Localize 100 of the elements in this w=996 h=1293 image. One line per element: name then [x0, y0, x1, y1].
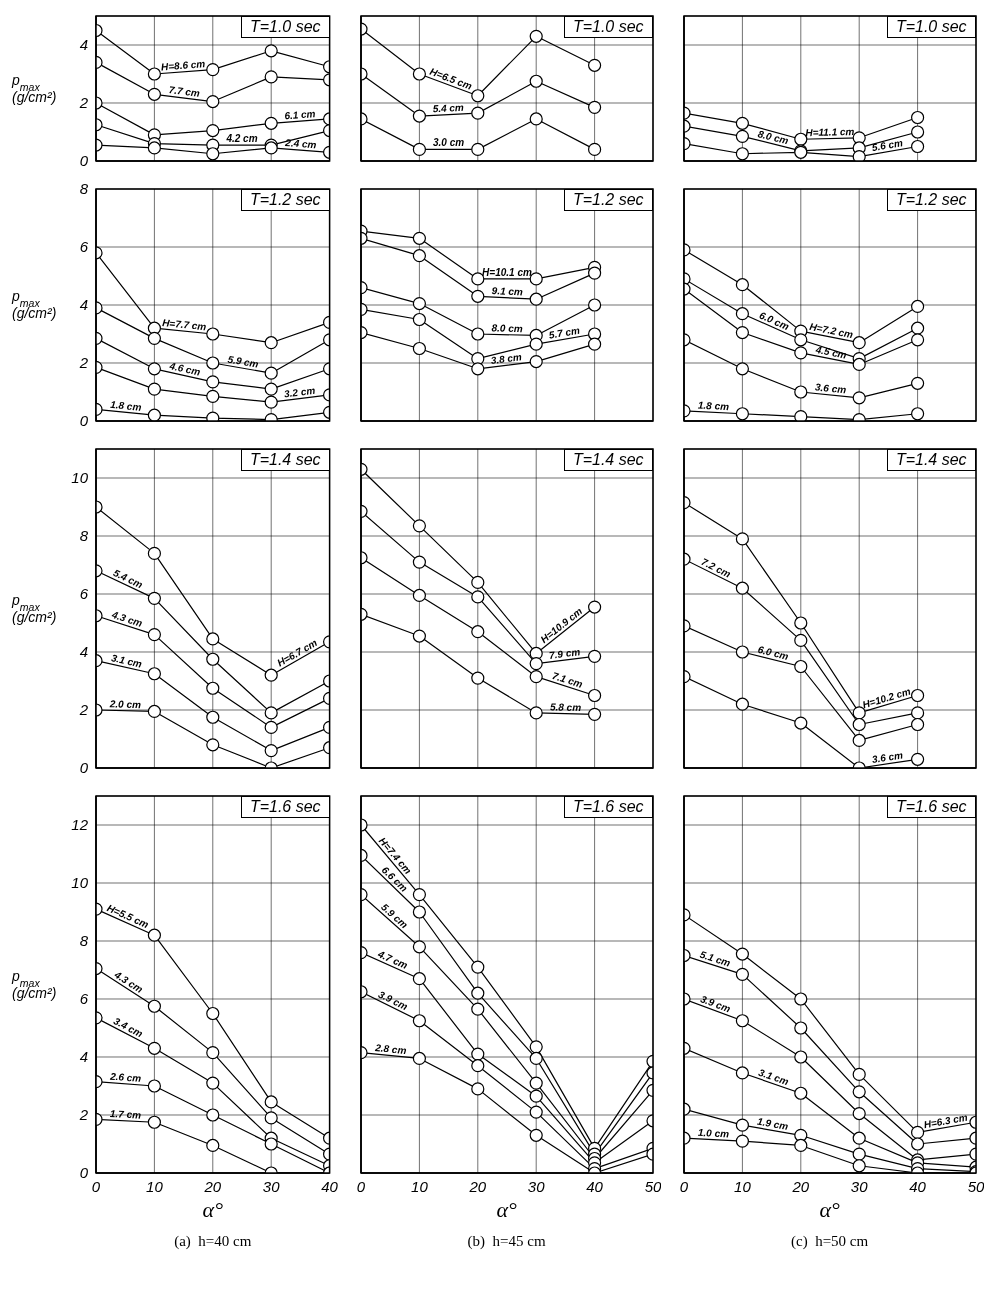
y-tick-label: 8: [79, 932, 89, 950]
y-tick-label: 10: [71, 469, 89, 487]
y-tick-label: 6: [79, 585, 89, 603]
y-tick-label: 2: [78, 354, 89, 372]
y-tick-label: 0: [79, 152, 89, 170]
y-tick-label: 4: [79, 296, 88, 314]
y-tick-label: 4: [79, 1048, 88, 1066]
text: 5.9 cm: [226, 353, 260, 370]
text: H=7.7 cm: [161, 316, 207, 333]
series-label: 8.0 cm: [491, 322, 523, 335]
text: 1.8 cm: [109, 398, 142, 413]
chart-title: T=1.6 sec: [886, 796, 976, 818]
text: 3.8 cm: [489, 351, 523, 367]
x-tick-label: 40: [908, 1177, 927, 1195]
y-tick-label: 10: [71, 874, 89, 892]
x-tick-label: 10: [410, 1177, 428, 1195]
text: H=10.2 cm: [860, 685, 912, 711]
x-tick-label: 10: [146, 1177, 164, 1195]
text: 3.1 cm: [756, 1066, 790, 1088]
y-axis-title: p$_{max}$ (g/cm²): [11, 71, 57, 105]
y-tick-label: 12: [71, 816, 89, 834]
y-tick-label: 2: [78, 1106, 89, 1124]
x-axis-title: α°: [818, 1197, 841, 1224]
series-label: 1.0 cm: [697, 1126, 730, 1140]
text: 6.0 cm: [756, 643, 790, 663]
text: 5.7 cm: [547, 324, 581, 341]
chart-title: T=1.0 sec: [240, 16, 330, 38]
text: 4.5 cm: [813, 343, 848, 361]
series-label: 5.4 cm: [432, 101, 464, 115]
chart-title: T=1.4 sec: [886, 449, 976, 471]
x-tick-label: 50: [644, 1177, 662, 1195]
x-tick-label: 30: [527, 1177, 545, 1195]
text: (c) h=50 cm: [790, 1233, 870, 1250]
y-axis-title: p$_{max}$ (g/cm²): [11, 967, 57, 1001]
text: 4.3 cm: [109, 608, 144, 630]
x-tick-label: 20: [468, 1177, 487, 1195]
chart-title: T=1.0 sec: [886, 16, 976, 38]
text: (b) h=45 cm: [466, 1233, 547, 1250]
series-label: H=10.1 cm: [481, 266, 532, 278]
y-tick-label: 6: [79, 238, 89, 256]
y-axis-title: p$_{max}$ (g/cm²): [11, 288, 57, 321]
x-tick-label: 30: [262, 1177, 281, 1195]
y-axis-title: p$_{max}$ (g/cm²): [11, 591, 57, 625]
x-axis-title: α°: [201, 1197, 224, 1224]
text: 3.9 cm: [698, 993, 732, 1015]
text: 3.6 cm: [870, 749, 904, 765]
x-tick-label: 0: [91, 1177, 101, 1195]
chart-title: T=1.2 sec: [886, 189, 976, 211]
text: 5.6 cm: [870, 137, 904, 154]
text: 4.7 cm: [375, 947, 409, 972]
series-label: 9.1 cm: [491, 284, 523, 298]
series-label: 2.0 cm: [108, 698, 142, 711]
y-tick-label: 4: [79, 643, 88, 661]
series-label: 1.8 cm: [697, 399, 730, 413]
text: 1.9 cm: [756, 1115, 789, 1132]
y-tick-label: 8: [79, 180, 89, 198]
series-label: 4.2 cm: [225, 133, 258, 145]
y-tick-label: 2: [78, 94, 89, 112]
chart-title: T=1.2 sec: [240, 189, 330, 211]
text: 7.9 cm: [548, 646, 581, 661]
chart-title: T=1.6 sec: [563, 796, 653, 818]
x-axis-title: α°: [495, 1197, 518, 1224]
chart-title: T=1.6 sec: [240, 796, 330, 818]
text: 7.1 cm: [550, 669, 584, 690]
y-tick-label: 6: [79, 990, 89, 1008]
series-label: H=11.1 cm: [804, 125, 855, 139]
series-label: 2.6 cm: [108, 1070, 142, 1084]
series-label: 6.1 cm: [283, 107, 316, 122]
text: 5.9 cm: [378, 901, 410, 931]
text: H=5.5 cm: [105, 902, 151, 931]
series-label: 3.0 cm: [432, 137, 464, 149]
y-tick-label: 0: [79, 1164, 89, 1182]
text: 8.0 cm: [756, 128, 790, 147]
text: 4.3 cm: [111, 968, 145, 996]
text: H=6.3 cm: [922, 1111, 969, 1131]
text: 3.6 cm: [814, 381, 847, 396]
text: 3.4 cm: [111, 1015, 145, 1040]
chart-title: T=1.0 sec: [563, 16, 653, 38]
y-tick-label: 2: [78, 701, 89, 719]
series-label: H=8.6 cm: [160, 58, 206, 73]
text: 3.2 cm: [283, 384, 316, 400]
series-label: 2.4 cm: [283, 136, 317, 151]
text: 7.2 cm: [699, 556, 733, 580]
text: (a) h=40 cm: [173, 1233, 253, 1250]
x-tick-label: 50: [967, 1177, 985, 1195]
series-label: 1.7 cm: [109, 1108, 142, 1121]
chart-title: T=1.2 sec: [563, 189, 653, 211]
text: H=7.2 cm: [808, 320, 854, 341]
x-tick-label: 20: [791, 1177, 810, 1195]
x-tick-label: 40: [585, 1177, 604, 1195]
text: 3.1 cm: [110, 652, 144, 670]
x-tick-label: 0: [356, 1177, 366, 1195]
series-label: 5.8 cm: [549, 701, 581, 714]
chart-title: T=1.4 sec: [240, 449, 330, 471]
x-tick-label: 30: [850, 1177, 868, 1195]
y-tick-label: 4: [79, 36, 88, 54]
y-tick-label: 0: [79, 759, 89, 777]
x-tick-label: 0: [679, 1177, 689, 1195]
x-tick-label: 40: [321, 1177, 339, 1195]
text: H=6.5 cm: [427, 65, 474, 92]
